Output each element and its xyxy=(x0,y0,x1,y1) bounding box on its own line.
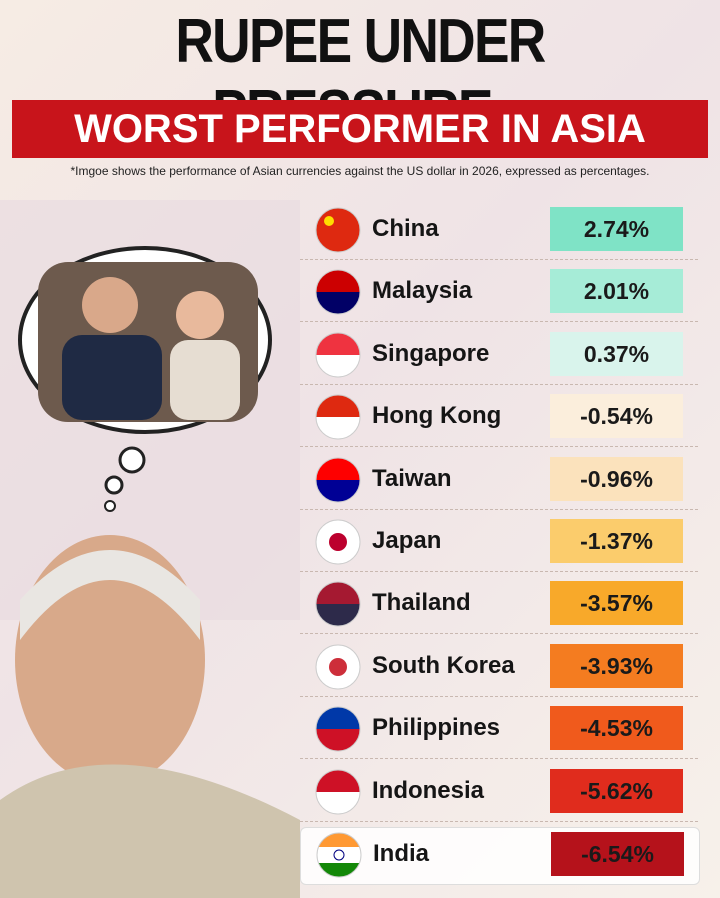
change-value: -0.96% xyxy=(550,456,683,501)
row: Indonesia -5.62% xyxy=(300,765,698,822)
row: Malaysia 2.01% xyxy=(300,265,698,323)
flag xyxy=(315,769,361,815)
row: Philippines -4.53% xyxy=(300,702,698,760)
row: Hong Kong -0.54% xyxy=(300,390,698,448)
country: India xyxy=(373,840,430,867)
change-value: -4.53% xyxy=(550,706,683,751)
row: China 2.74% xyxy=(300,203,698,260)
flag xyxy=(315,519,361,565)
flag xyxy=(315,644,361,690)
change-value: 2.01% xyxy=(550,269,683,314)
flag xyxy=(315,269,361,315)
flag xyxy=(315,332,361,378)
footnote: *Imgoe shows the performance of Asian cu… xyxy=(70,164,650,178)
country: South Korea xyxy=(372,651,515,679)
change-value: -3.57% xyxy=(550,581,683,626)
change-value: 0.37% xyxy=(550,331,683,376)
flag xyxy=(315,457,361,503)
country: Indonesia xyxy=(372,776,485,804)
change-value: -6.54% xyxy=(551,832,684,876)
change-value: -0.54% xyxy=(550,394,683,439)
flag xyxy=(315,394,361,440)
country: Thailand xyxy=(372,589,471,617)
country: Malaysia xyxy=(372,277,473,305)
flag xyxy=(315,581,361,627)
flag xyxy=(315,207,361,253)
row: Taiwan -0.96% xyxy=(300,453,698,510)
change-value: -5.62% xyxy=(550,768,683,813)
country: Japan xyxy=(372,527,442,554)
change-value: 2.74% xyxy=(550,207,683,251)
country: Taiwan xyxy=(372,464,452,492)
row: Japan -1.37% xyxy=(300,515,698,572)
row: Thailand -3.57% xyxy=(300,577,698,635)
country: Singapore xyxy=(372,339,490,367)
banner: WORST PERFORMER IN ASIA xyxy=(12,100,708,158)
change-value: -1.37% xyxy=(550,519,683,563)
country: China xyxy=(372,215,439,242)
country: Hong Kong xyxy=(372,402,502,430)
flag xyxy=(316,832,362,878)
change-value: -3.93% xyxy=(550,643,683,688)
country: Philippines xyxy=(372,714,501,742)
illustration xyxy=(0,200,300,898)
row: South Korea -3.93% xyxy=(300,640,698,697)
row: Singapore 0.37% xyxy=(300,328,698,385)
flag xyxy=(315,706,361,752)
row: India -6.54% xyxy=(300,827,700,885)
